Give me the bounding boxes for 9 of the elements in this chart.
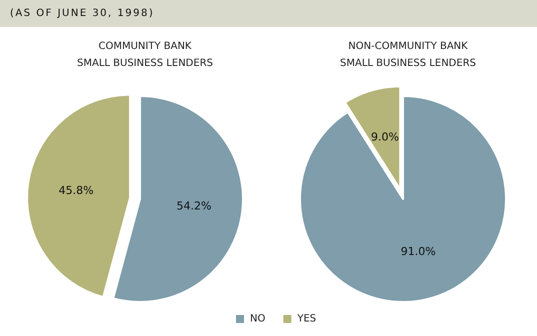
chart-subtitle: (AS OF JUNE 30, 1998) [0,0,537,27]
data-label: 91.0% [400,244,436,258]
data-label: 45.8% [58,184,94,198]
data-label: 54.2% [176,200,212,213]
chart-title: COMMUNITY BANK SMALL BUSINESS LENDERS [77,41,213,69]
legend-label: YES [296,314,316,324]
data-label: 9.0% [371,130,399,144]
legend-label: NO [250,314,266,324]
chart-title: NON-COMMUNITY BANK SMALL BUSINESS LENDERS [340,41,476,69]
